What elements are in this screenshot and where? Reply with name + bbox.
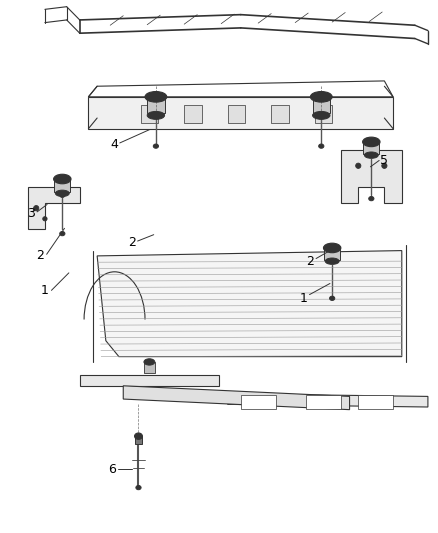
Text: 1: 1: [41, 284, 49, 297]
Ellipse shape: [323, 243, 341, 253]
Ellipse shape: [144, 359, 155, 365]
Bar: [54, 179, 70, 192]
Ellipse shape: [60, 231, 65, 236]
Text: 2: 2: [37, 249, 45, 262]
Ellipse shape: [363, 137, 380, 147]
Ellipse shape: [34, 206, 39, 211]
Bar: [144, 362, 155, 373]
Polygon shape: [88, 97, 393, 128]
Text: 4: 4: [111, 138, 119, 151]
Text: 3: 3: [27, 207, 35, 220]
Bar: [135, 436, 142, 444]
Ellipse shape: [329, 296, 335, 301]
Ellipse shape: [60, 192, 65, 198]
Bar: [147, 97, 165, 113]
Ellipse shape: [53, 174, 71, 184]
Polygon shape: [28, 187, 80, 229]
Ellipse shape: [43, 216, 47, 221]
Polygon shape: [80, 375, 219, 386]
Bar: [141, 105, 158, 123]
Bar: [364, 141, 379, 154]
Bar: [358, 395, 393, 409]
Bar: [324, 247, 340, 260]
Polygon shape: [228, 394, 428, 407]
Text: 2: 2: [307, 255, 314, 268]
Bar: [271, 105, 289, 123]
Text: 5: 5: [380, 154, 389, 167]
Bar: [228, 105, 245, 123]
Ellipse shape: [356, 163, 361, 168]
Bar: [184, 105, 201, 123]
Ellipse shape: [147, 111, 165, 119]
Bar: [315, 105, 332, 123]
Ellipse shape: [369, 197, 374, 201]
Ellipse shape: [145, 92, 167, 102]
Ellipse shape: [55, 190, 69, 197]
Polygon shape: [341, 150, 402, 203]
Polygon shape: [123, 386, 350, 410]
Ellipse shape: [319, 144, 324, 148]
Ellipse shape: [313, 111, 330, 119]
Bar: [313, 97, 330, 113]
Ellipse shape: [153, 144, 159, 148]
Text: 1: 1: [300, 292, 308, 305]
Ellipse shape: [364, 152, 378, 158]
Ellipse shape: [311, 92, 332, 102]
Ellipse shape: [134, 433, 142, 439]
Text: 2: 2: [128, 236, 136, 249]
Ellipse shape: [382, 163, 387, 168]
Ellipse shape: [136, 486, 141, 490]
Bar: [241, 395, 276, 409]
Ellipse shape: [325, 258, 339, 264]
Polygon shape: [97, 251, 402, 357]
Text: 6: 6: [109, 463, 117, 475]
Bar: [306, 395, 341, 409]
